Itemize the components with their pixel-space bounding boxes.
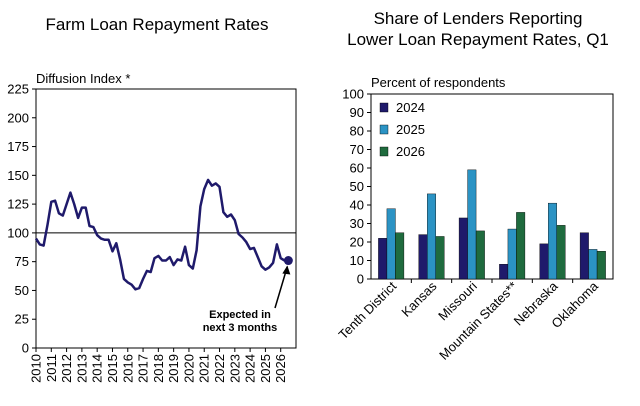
line-chart-y-tick-label: 100 bbox=[7, 225, 29, 240]
bar-2024 bbox=[579, 232, 589, 280]
bar-2025 bbox=[427, 193, 436, 280]
legend-swatch bbox=[379, 102, 389, 113]
line-chart-x-tick-label: 2025 bbox=[258, 354, 273, 383]
line-chart-x-tick-label: 2012 bbox=[59, 354, 74, 383]
bar-chart-y-axis-title: Percent of respondents bbox=[371, 75, 506, 90]
bar-2026 bbox=[435, 236, 445, 280]
line-chart-x-tick-label: 2024 bbox=[243, 354, 258, 383]
line-chart-y-axis-title: Diffusion Index * bbox=[36, 71, 130, 86]
bar-2026 bbox=[475, 230, 485, 280]
bar-2025 bbox=[386, 208, 396, 280]
expected-point-marker bbox=[283, 256, 293, 266]
line-chart-y-tick-label: 200 bbox=[7, 110, 29, 125]
line-chart-x-tick-label: 2010 bbox=[29, 354, 44, 383]
bar-chart-y-tick-label: 70 bbox=[350, 142, 364, 157]
bar-2024 bbox=[499, 264, 509, 280]
bar-chart-y-tick-label: 100 bbox=[342, 87, 364, 102]
bar-2025 bbox=[548, 202, 557, 280]
legend-label: 2026 bbox=[396, 144, 425, 159]
bar-chart-y-tick-label: 40 bbox=[350, 198, 364, 213]
legend-swatch bbox=[379, 124, 389, 135]
bar-chart-category-label: Tenth District bbox=[336, 278, 400, 342]
legend-label: 2025 bbox=[396, 122, 425, 137]
bar-2026 bbox=[596, 251, 606, 280]
bar-2025 bbox=[467, 169, 477, 280]
bar-2025 bbox=[507, 228, 517, 280]
line-chart-x-tick-label: 2011 bbox=[44, 354, 59, 382]
bar-2025 bbox=[588, 249, 598, 280]
line-chart-x-tick-label: 2016 bbox=[120, 354, 135, 383]
line-chart-x-tick-label: 2023 bbox=[227, 354, 242, 383]
line-chart-y-tick-label: 175 bbox=[7, 139, 29, 154]
bar-chart-y-tick-label: 10 bbox=[350, 253, 364, 268]
annotation-arrowhead bbox=[282, 265, 291, 275]
line-chart-y-tick-label: 75 bbox=[15, 254, 29, 269]
line-chart-x-tick-label: 2022 bbox=[212, 354, 227, 383]
bar-chart: 0 10 20 30 40 50 60 70 80 90 100 Tenth District Kans… bbox=[336, 87, 614, 363]
line-chart-title: Farm Loan Repayment Rates bbox=[46, 15, 269, 34]
line-chart-x-tick-label: 2014 bbox=[90, 354, 105, 383]
bar-chart-y-tick-label: 90 bbox=[350, 105, 364, 120]
line-chart-x-tick-label: 2021 bbox=[197, 354, 212, 383]
line-chart-y-tick-label: 50 bbox=[15, 283, 29, 298]
bar-chart-y-tick-label: 30 bbox=[350, 216, 364, 231]
legend-swatch bbox=[379, 146, 389, 157]
line-chart-x-tick-label: 2018 bbox=[151, 354, 166, 383]
line-chart-x-tick-label: 2020 bbox=[181, 354, 196, 383]
line-chart-y-tick-label: 150 bbox=[7, 168, 29, 183]
bar-chart-y-tick-label: 80 bbox=[350, 124, 364, 139]
line-chart-y-tick-label: 225 bbox=[7, 82, 29, 97]
line-chart-y-tick-label: 125 bbox=[7, 197, 29, 212]
bar-2026 bbox=[556, 225, 566, 280]
bar-chart-category-label: Kansas bbox=[398, 278, 440, 320]
line-chart-x-tick-label: 2013 bbox=[74, 354, 89, 383]
bar-2024 bbox=[539, 243, 549, 280]
line-chart-x-tick-label: 2019 bbox=[166, 354, 181, 383]
line-chart-x-tick-label: 2026 bbox=[273, 354, 288, 383]
repayment-rate-line bbox=[34, 178, 286, 291]
line-chart-plot-frame bbox=[35, 88, 297, 349]
line-chart-x-tick-label: 2017 bbox=[136, 354, 151, 383]
annotation-label-line-2: next 3 months bbox=[203, 322, 278, 334]
line-chart-x-tick-label: 2015 bbox=[105, 354, 120, 383]
bar-chart-y-tick-label: 0 bbox=[357, 272, 364, 287]
bar-chart-y-tick-label: 50 bbox=[350, 179, 364, 194]
line-chart-y-tick-label: 0 bbox=[22, 341, 29, 356]
bar-chart-title-line-1: Share of Lenders Reporting bbox=[374, 9, 583, 28]
bar-chart-category-label: Mountain States** bbox=[436, 279, 520, 363]
annotation-label-line-1: Expected in bbox=[209, 309, 271, 321]
bar-chart-y-tick-label: 60 bbox=[350, 161, 364, 176]
bar-2026 bbox=[395, 232, 405, 280]
line-chart-y-tick-label: 25 bbox=[15, 312, 29, 327]
bar-2024 bbox=[458, 217, 468, 280]
legend-label: 2024 bbox=[396, 100, 425, 115]
bar-2024 bbox=[378, 238, 388, 280]
bar-2026 bbox=[516, 212, 526, 280]
bar-chart-title-line-2: Lower Loan Repayment Rates, Q1 bbox=[347, 30, 609, 49]
bar-2024 bbox=[418, 234, 428, 280]
bar-chart-y-tick-label: 20 bbox=[350, 235, 364, 250]
